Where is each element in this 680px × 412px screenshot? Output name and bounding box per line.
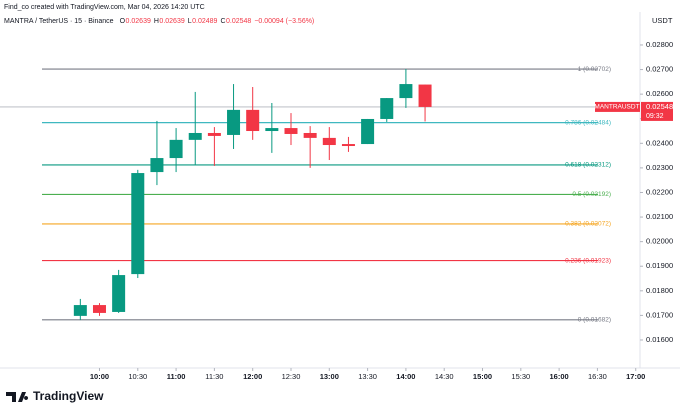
candle-body bbox=[227, 109, 241, 135]
x-tick-label: 13:30 bbox=[358, 372, 377, 381]
candle-body bbox=[303, 132, 317, 138]
ohlc-value: 0.02548 bbox=[226, 18, 251, 25]
y-tick-label: 0.02100 bbox=[646, 212, 673, 221]
candle-body bbox=[150, 158, 164, 173]
ohlc-value: 0.02639 bbox=[159, 18, 184, 25]
x-tick-label: 16:30 bbox=[588, 372, 607, 381]
x-tick-label: 10:00 bbox=[90, 372, 109, 381]
fib-label: 0.618 (0.02312) bbox=[565, 162, 611, 169]
candle-body bbox=[92, 305, 106, 313]
fib-label: 0.786 (0.02484) bbox=[565, 119, 611, 126]
logo-mark bbox=[6, 392, 29, 402]
y-tick-label: 0.01600 bbox=[646, 335, 673, 344]
brand: TradingView bbox=[33, 389, 104, 403]
x-tick-label: 12:00 bbox=[243, 372, 262, 381]
fib-label: 0 (0.01682) bbox=[578, 317, 611, 324]
x-tick-label: 16:00 bbox=[550, 372, 569, 381]
candle-body bbox=[207, 132, 221, 136]
ohlc-key: L bbox=[188, 18, 192, 25]
countdown: 09:32 bbox=[646, 113, 664, 120]
price-tag bbox=[641, 101, 673, 121]
y-tick-label: 0.02800 bbox=[646, 40, 673, 49]
x-tick-label: 15:00 bbox=[473, 372, 492, 381]
currency: USDT bbox=[652, 16, 673, 25]
symbol-tag-label: MANTRAUSDT bbox=[594, 104, 639, 111]
x-tick-label: 17:00 bbox=[626, 372, 645, 381]
y-tick-label: 0.02400 bbox=[646, 138, 673, 147]
candle-body bbox=[73, 305, 87, 316]
candle-body bbox=[169, 139, 183, 159]
x-tick-label: 11:00 bbox=[167, 372, 186, 381]
ohlc-value: 0.02639 bbox=[126, 18, 151, 25]
candle-body bbox=[284, 128, 298, 134]
y-tick-label: 0.02000 bbox=[646, 237, 673, 246]
y-tick-label: 0.02700 bbox=[646, 65, 673, 74]
y-tick-label: 0.02300 bbox=[646, 163, 673, 172]
y-tick-label: 0.01700 bbox=[646, 310, 673, 319]
ohlc-key: O bbox=[120, 18, 126, 25]
candle-body bbox=[131, 173, 145, 275]
fib-label: 0.382 (0.02072) bbox=[565, 221, 611, 228]
candle-body bbox=[112, 275, 126, 312]
candle-body bbox=[361, 118, 375, 145]
x-tick-label: 14:30 bbox=[435, 372, 454, 381]
change: −0.00094 (−3.56%) bbox=[254, 18, 314, 25]
x-tick-label: 10:30 bbox=[128, 372, 147, 381]
x-tick-label: 13:00 bbox=[320, 372, 339, 381]
candle-body bbox=[418, 84, 432, 107]
credit: Find_co created with TradingView.com, Ma… bbox=[4, 4, 205, 11]
logo: TradingView bbox=[6, 389, 104, 403]
legend: MANTRA / TetherUS · 15 · Binance O 0.02639… bbox=[4, 18, 314, 25]
candle-body bbox=[265, 128, 279, 132]
price-tag-label: 0.02548 bbox=[646, 102, 673, 111]
y-tick-label: 0.01900 bbox=[646, 261, 673, 270]
x-tick-label: 15:30 bbox=[511, 372, 530, 381]
candle-body bbox=[246, 109, 260, 132]
x-tick-label: 11:30 bbox=[205, 372, 223, 381]
ohlc-value: 0.02489 bbox=[192, 18, 217, 25]
ohlc-key: H bbox=[154, 18, 159, 25]
candle-body bbox=[341, 144, 355, 147]
symbol-tag bbox=[595, 101, 640, 112]
fib-label: 0.236 (0.01923) bbox=[565, 257, 611, 264]
y-tick-label: 0.02600 bbox=[646, 89, 673, 98]
fib-label: 1 (0.02702) bbox=[578, 66, 611, 73]
symbol: MANTRA / TetherUS · 15 · Binance bbox=[4, 18, 114, 25]
candle-body bbox=[188, 132, 202, 140]
ohlc-key: C bbox=[220, 18, 225, 25]
candle-body bbox=[380, 98, 394, 119]
y-tick-label: 0.02200 bbox=[646, 187, 673, 196]
candle-body bbox=[322, 137, 336, 146]
x-tick-label: 12:30 bbox=[282, 372, 301, 381]
y-tick-label: 0.01800 bbox=[646, 286, 673, 295]
candle-body bbox=[399, 84, 413, 99]
x-tick-label: 14:00 bbox=[396, 372, 415, 381]
fib-label: 0.5 (0.02192) bbox=[572, 191, 611, 198]
